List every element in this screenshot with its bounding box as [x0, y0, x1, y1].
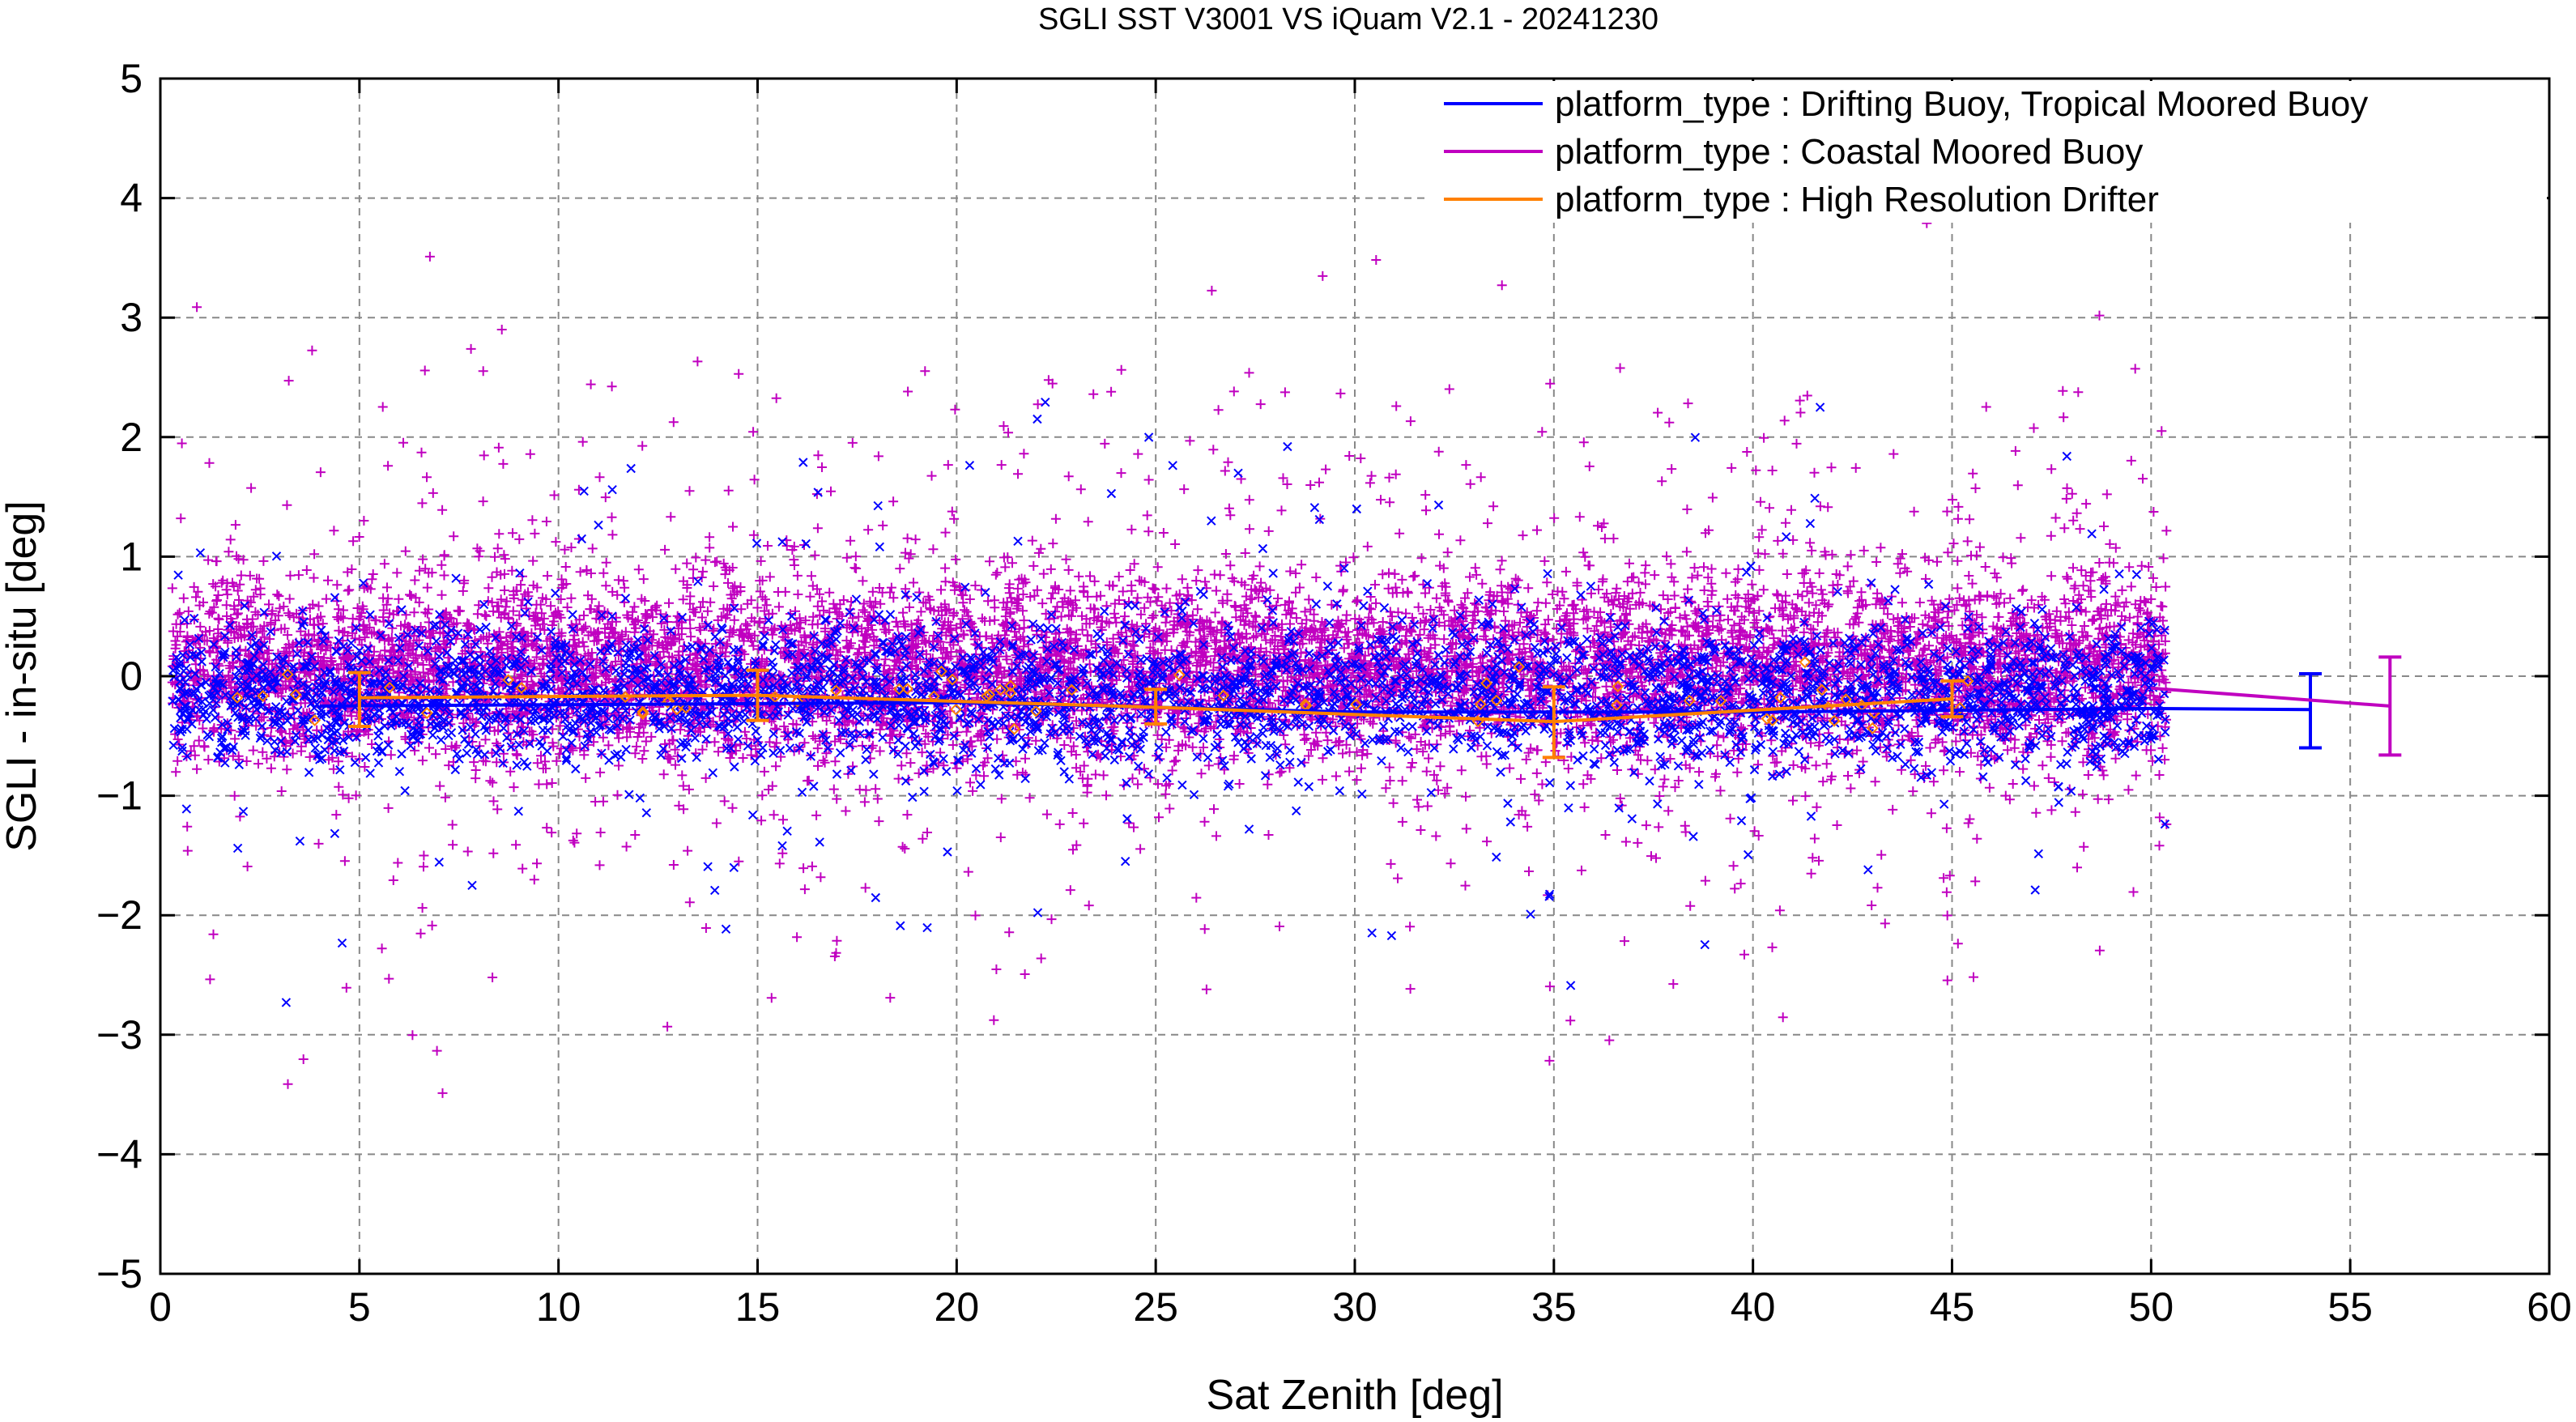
- drifter-diamond-marker: [289, 688, 302, 701]
- x-tick-label: 25: [1133, 1284, 1178, 1330]
- drifter-diamond-marker: [1828, 714, 1841, 727]
- series-2-error-bar: [1940, 679, 1964, 719]
- drifter-diamond-marker: [1474, 698, 1487, 711]
- drifter-diamond-marker: [231, 692, 244, 704]
- y-tick-label: 2: [120, 415, 143, 460]
- x-tick-label: 40: [1731, 1284, 1776, 1330]
- drifter-diamond-marker: [515, 682, 528, 694]
- scatter-marker-group: [167, 157, 2172, 1098]
- legend: platform_type : Drifting Buoy, Tropical …: [1429, 81, 2547, 223]
- mean-lines: [319, 655, 2402, 760]
- series-1-error-bar: [2378, 655, 2402, 757]
- x-tick-label: 20: [935, 1284, 980, 1330]
- drifter-diamond-marker: [892, 683, 905, 696]
- y-tick-label: −1: [96, 773, 143, 819]
- drifter-diamond-marker: [1714, 695, 1727, 708]
- drifter-diamond-marker: [637, 705, 649, 718]
- series-0-error-bar: [2299, 672, 2322, 750]
- drifter-diamond-marker: [671, 703, 683, 716]
- x-tick-label: 5: [348, 1284, 371, 1330]
- drifter-diamond-marker: [1004, 687, 1017, 700]
- x-tick-label: 60: [2527, 1284, 2572, 1330]
- drifter-diamond-marker: [1612, 680, 1624, 693]
- drifter-diamond-marker: [1490, 694, 1503, 707]
- x-tick-label: 10: [536, 1284, 581, 1330]
- y-tick-label: −3: [96, 1012, 143, 1058]
- drifter-diamond-marker: [502, 674, 515, 687]
- drifter-diamond-marker: [1961, 675, 1974, 688]
- y-tick-label: 1: [120, 534, 143, 579]
- series-2-error-bar: [347, 671, 371, 728]
- y-tick-label: 3: [120, 295, 143, 340]
- series-2-error-bar: [1542, 685, 1565, 760]
- drifter-diamond-marker: [1513, 661, 1526, 673]
- drifter-diamond-marker: [1799, 656, 1812, 669]
- drifter-diamond-marker: [1816, 683, 1829, 696]
- drifter-diamond-marker: [383, 681, 396, 694]
- scatter-marker-group: [168, 397, 2170, 1007]
- x-tick-label: 30: [1332, 1284, 1377, 1330]
- chart-title: SGLI SST V3001 VS iQuam V2.1 - 20241230: [1038, 2, 1658, 36]
- drifter-diamond-marker: [950, 703, 962, 716]
- drifter-diamond-marker: [1008, 722, 1020, 735]
- x-tick-label: 45: [1930, 1284, 1975, 1330]
- legend-label-1: platform_type : Coastal Moored Buoy: [1555, 132, 2143, 172]
- plot-frame: [159, 77, 2551, 1275]
- drifter-diamond-marker: [1766, 714, 1779, 726]
- legend-label-2: platform_type : High Resolution Drifter: [1555, 180, 2159, 219]
- scatter-points: [167, 157, 2172, 1098]
- drifter-diamond-marker: [420, 707, 433, 719]
- drifter-diamond-marker: [1066, 683, 1078, 696]
- series-1-mean-line: [2151, 686, 2391, 708]
- y-tick-label: 0: [120, 654, 143, 699]
- x-tick-label: 55: [2327, 1284, 2373, 1330]
- drifter-diamond-marker: [901, 683, 913, 696]
- drifter-diamond-marker: [1350, 698, 1363, 711]
- drifter-diamond-marker: [1217, 689, 1230, 702]
- drifter-diamond-marker: [994, 683, 1007, 696]
- drifter-diamond-marker: [1953, 701, 1966, 714]
- legend-background: [1429, 81, 2547, 223]
- y-tick-label: −2: [96, 892, 143, 938]
- drifter-diamond-marker: [830, 684, 842, 697]
- drifter-diamond-marker: [1173, 669, 1186, 682]
- drifter-diamond-marker: [791, 695, 804, 708]
- x-tick-label: 0: [149, 1284, 172, 1330]
- drifter-diamond-marker: [309, 714, 321, 726]
- drifter-diamond-marker: [281, 668, 294, 681]
- drifter-diamond-marker: [1866, 722, 1879, 734]
- series-2-error-bar: [1144, 688, 1168, 726]
- drifter-diamond-marker: [257, 690, 270, 702]
- y-tick-label: 5: [120, 56, 143, 101]
- x-tick-label: 35: [1531, 1284, 1577, 1330]
- y-tick-label: −5: [96, 1251, 143, 1296]
- drifter-diamond-marker: [1774, 692, 1786, 704]
- y-axis-title: SGLI - in-situ [deg]: [0, 500, 45, 852]
- drifter-diamond-marker: [1004, 679, 1017, 692]
- drifter-diamond-marker: [1480, 677, 1493, 690]
- y-tick-label: 4: [120, 176, 143, 221]
- drifter-diamond-marker: [679, 701, 692, 714]
- x-tick-label: 15: [735, 1284, 781, 1330]
- x-axis-title: Sat Zenith [deg]: [1206, 1372, 1503, 1419]
- drifter-diamond-marker: [662, 695, 675, 707]
- drifter-diamond-marker: [946, 673, 959, 686]
- x-tick-label: 50: [2129, 1284, 2174, 1330]
- drifter-diamond-marker: [1683, 694, 1696, 707]
- drifter-diamond-marker: [1610, 699, 1623, 712]
- legend-label-0: platform_type : Drifting Buoy, Tropical …: [1555, 84, 2368, 124]
- drifter-diamond-marker: [1029, 705, 1042, 717]
- series-2-error-bar: [746, 668, 769, 722]
- drifter-diamond-marker: [935, 665, 947, 678]
- y-tick-label: −4: [96, 1131, 143, 1177]
